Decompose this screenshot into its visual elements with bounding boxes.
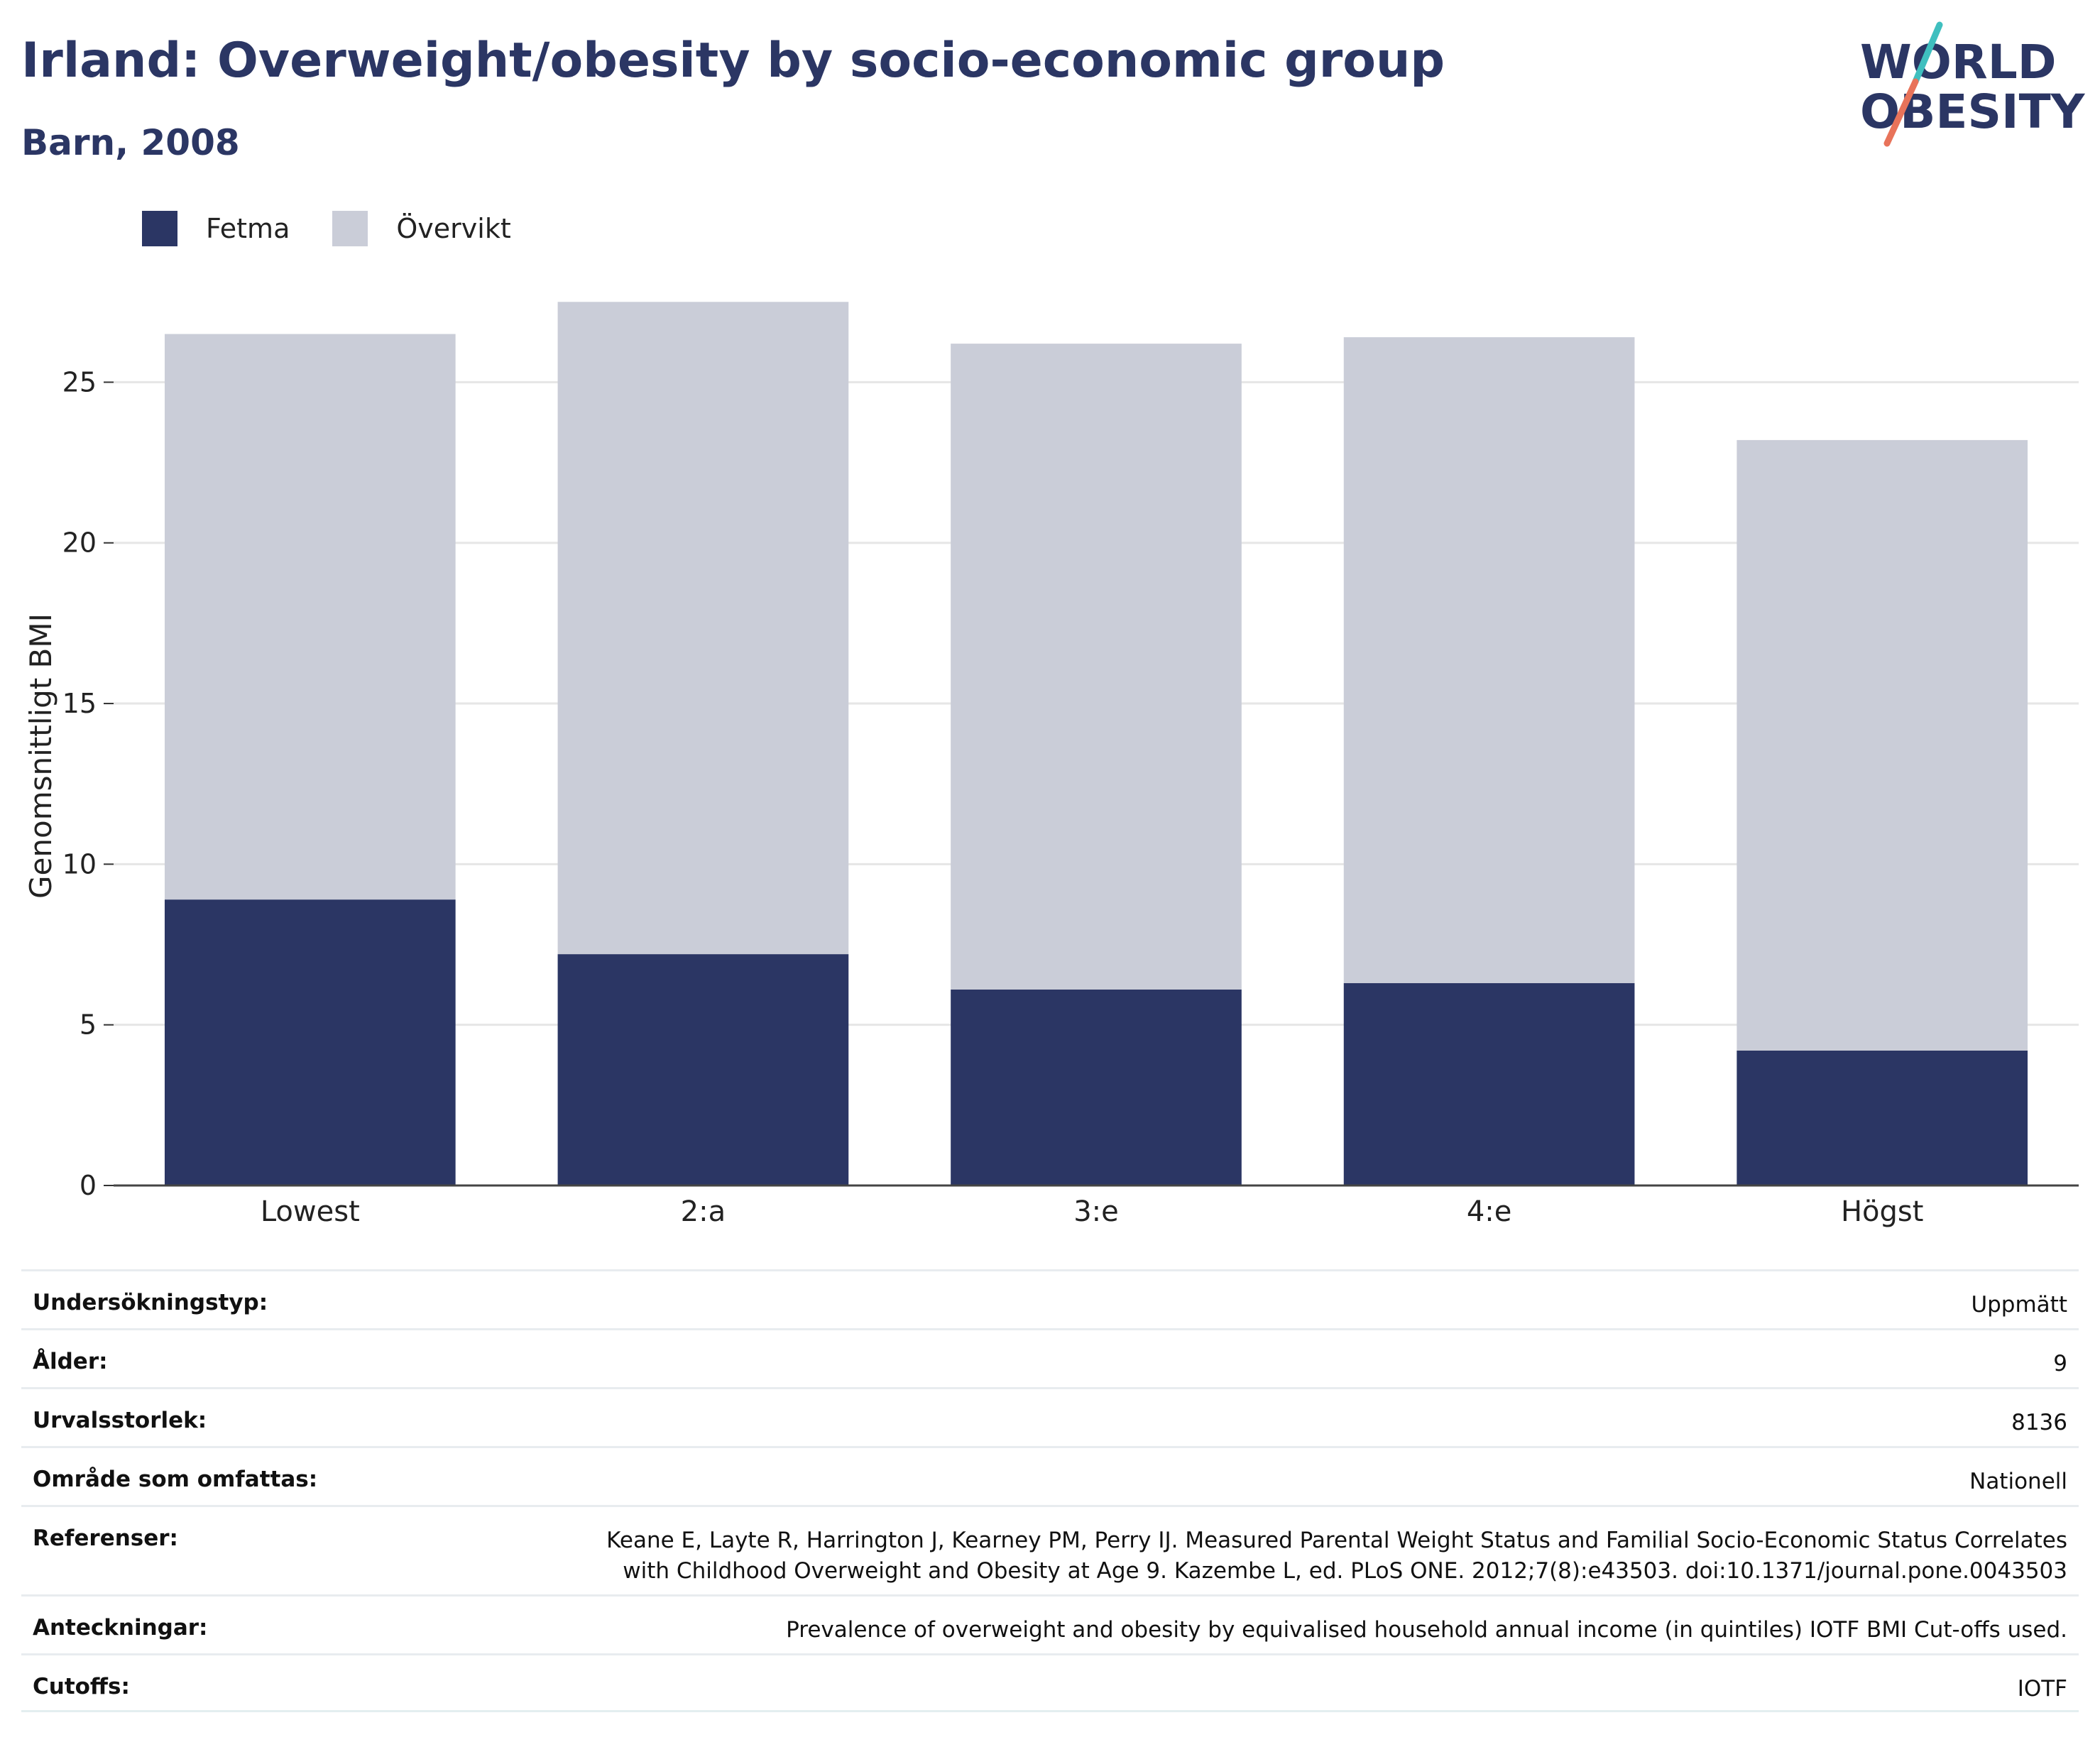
bar-fetma-2 — [951, 989, 1242, 1185]
legend-label-fetma: Fetma — [206, 213, 290, 244]
y-tick-label: 10 — [62, 848, 97, 880]
chart-legend: Fetma Övervikt — [142, 210, 554, 247]
meta-value: Nationell — [1969, 1469, 2067, 1494]
logo-slash-top — [1912, 21, 1943, 85]
meta-row-references: Referenser: Keane E, Layte R, Harrington… — [21, 1505, 2079, 1594]
meta-value: 9 — [2053, 1351, 2067, 1376]
x-tick-label: 4:e — [1467, 1195, 1512, 1228]
chart-subtitle: Barn, 2008 — [21, 122, 240, 163]
bar-fetma-1 — [557, 954, 849, 1185]
logo-line2: OBESITY — [1860, 84, 2086, 139]
chart-title: Irland: Overweight/obesity by socio-econ… — [21, 33, 1445, 89]
bar-fetma-0 — [164, 899, 456, 1185]
metadata-table: Undersökningstyp: Uppmätt Ålder: 9 Urval… — [21, 1269, 2079, 1712]
logo-slash-bottom — [1883, 78, 1919, 147]
stacked-bar-chart: 0 5 10 15 20 25 Genomsnittligt BMI Lowest 2:a 3:e… — [23, 302, 2079, 1228]
x-tick-label: Lowest — [261, 1195, 360, 1228]
legend-item-overvikt: Övervikt — [332, 211, 511, 246]
meta-label: Ålder: — [33, 1349, 108, 1374]
meta-label: Urvalsstorlek: — [33, 1408, 207, 1433]
legend-item-fetma: Fetma — [142, 211, 290, 246]
bar-overvikt-2 — [951, 344, 1242, 990]
y-axis-title: Genomsnittligt BMI — [23, 613, 58, 899]
bar-fetma-3 — [1343, 982, 1635, 1185]
meta-value-references: Keane E, Layte R, Harrington J, Kearney … — [606, 1526, 2067, 1587]
x-tick-label: 3:e — [1073, 1195, 1119, 1228]
legend-swatch-overvikt — [332, 211, 368, 246]
meta-row-cutoffs: Cutoffs: IOTF — [21, 1653, 2079, 1712]
meta-value: IOTF — [2017, 1676, 2067, 1702]
y-tick-label: 15 — [62, 688, 97, 719]
reference-line: Keane E, Layte R, Harrington J, Kearney … — [606, 1528, 2067, 1553]
bar-overvikt-3 — [1343, 337, 1635, 983]
bar-overvikt-1 — [557, 302, 849, 955]
reference-line: with Childhood Overweight and Obesity at… — [623, 1558, 2067, 1584]
meta-value: Uppmätt — [1971, 1292, 2067, 1318]
meta-value: 8136 — [2011, 1410, 2067, 1435]
bar-overvikt-4 — [1737, 439, 2028, 1051]
meta-row-area-covered: Område som omfattas: Nationell — [21, 1446, 2079, 1505]
x-tick-label: Högst — [1841, 1195, 1923, 1228]
y-tick-label: 0 — [80, 1170, 97, 1201]
world-obesity-logo: WORLD OBESITY — [1860, 21, 2086, 147]
meta-label: Cutoffs: — [33, 1674, 130, 1699]
legend-label-overvikt: Övervikt — [396, 213, 511, 244]
y-tick-label: 25 — [62, 366, 97, 398]
meta-row-sample-size: Urvalsstorlek: 8136 — [21, 1387, 2079, 1446]
meta-label: Referenser: — [33, 1526, 178, 1551]
y-tick-label: 20 — [62, 527, 97, 559]
meta-label: Undersökningstyp: — [33, 1290, 268, 1315]
bar-fetma-4 — [1737, 1050, 2028, 1185]
meta-row-age: Ålder: 9 — [21, 1328, 2079, 1387]
meta-label: Område som omfattas: — [33, 1467, 318, 1492]
meta-label: Anteckningar: — [33, 1615, 208, 1641]
x-tick-label: 2:a — [681, 1195, 726, 1228]
y-tick-label: 5 — [80, 1009, 97, 1041]
meta-row-notes: Anteckningar: Prevalence of overweight a… — [21, 1594, 2079, 1653]
meta-row-survey-type: Undersökningstyp: Uppmätt — [21, 1269, 2079, 1328]
meta-value: Prevalence of overweight and obesity by … — [786, 1617, 2067, 1643]
bar-overvikt-0 — [164, 334, 456, 900]
legend-swatch-fetma — [142, 211, 177, 246]
logo-line1: WORLD — [1860, 35, 2057, 89]
